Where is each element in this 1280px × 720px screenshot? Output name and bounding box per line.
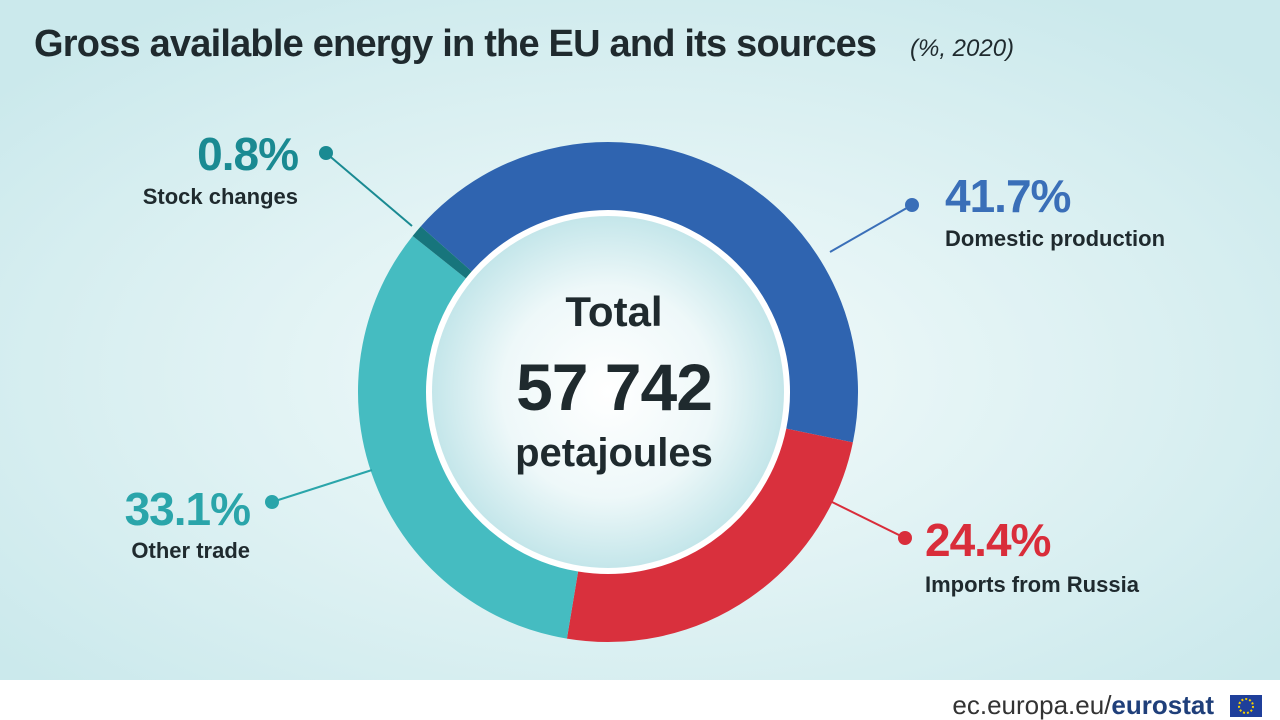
source-site: ec.europa.eu/ — [952, 690, 1112, 720]
center-unit: petajoules — [515, 431, 713, 475]
donut-slice — [566, 428, 853, 642]
source-name: eurostat — [1111, 690, 1214, 720]
legend-label: Domestic production — [945, 226, 1165, 251]
center-value: 57 742 — [516, 350, 712, 424]
donut-slice — [412, 226, 472, 279]
leader-dot — [905, 198, 919, 212]
value-label: 41.7% — [945, 170, 1071, 222]
donut-slice — [420, 142, 858, 443]
inner-circle — [432, 216, 784, 568]
center-title: Total — [565, 288, 662, 335]
chart-title: Gross available energy in the EU and its… — [34, 23, 876, 65]
chart-subtitle: (%, 2020) — [910, 35, 1014, 62]
donut-slice — [358, 235, 579, 639]
leader-line — [325, 152, 413, 227]
eu-flag — [1230, 695, 1262, 717]
legend-label: Imports from Russia — [925, 572, 1140, 597]
legend-label: Stock changes — [143, 184, 298, 209]
leader-dot — [319, 146, 333, 160]
leader-line — [271, 469, 373, 503]
value-label: 24.4% — [925, 514, 1051, 566]
source: ec.europa.eu/eurostat — [952, 690, 1214, 720]
value-label: 0.8% — [197, 128, 298, 180]
leader-dot — [265, 495, 279, 509]
leader-dot — [898, 531, 912, 545]
eu-stars — [1238, 698, 1254, 714]
legend-label: Other trade — [131, 538, 250, 563]
leader-line — [831, 501, 906, 539]
leader-line — [829, 204, 913, 253]
value-label: 33.1% — [125, 483, 251, 535]
